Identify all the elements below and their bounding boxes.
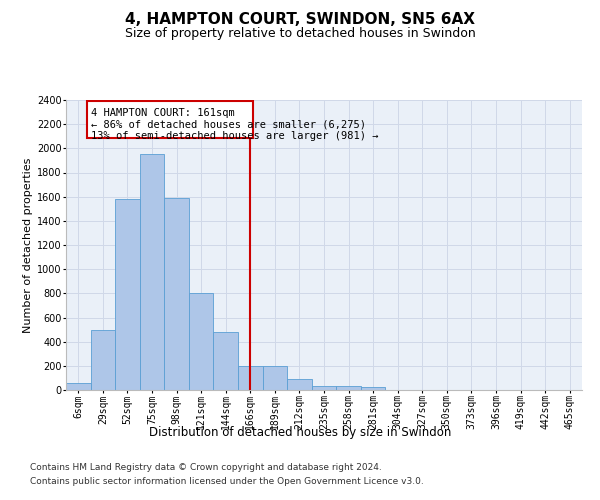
Bar bbox=[164, 198, 189, 390]
Bar bbox=[87, 100, 253, 138]
Text: ← 86% of detached houses are smaller (6,275): ← 86% of detached houses are smaller (6,… bbox=[91, 120, 367, 130]
Text: Size of property relative to detached houses in Swindon: Size of property relative to detached ho… bbox=[125, 28, 475, 40]
Text: Contains public sector information licensed under the Open Government Licence v3: Contains public sector information licen… bbox=[30, 477, 424, 486]
Bar bbox=[287, 379, 312, 390]
Bar bbox=[66, 383, 91, 390]
Bar bbox=[361, 387, 385, 390]
Bar bbox=[238, 366, 263, 390]
Y-axis label: Number of detached properties: Number of detached properties bbox=[23, 158, 33, 332]
Bar bbox=[115, 199, 140, 390]
Text: 13% of semi-detached houses are larger (981) →: 13% of semi-detached houses are larger (… bbox=[91, 132, 379, 141]
Bar bbox=[263, 366, 287, 390]
Bar bbox=[189, 294, 214, 390]
Text: 4, HAMPTON COURT, SWINDON, SN5 6AX: 4, HAMPTON COURT, SWINDON, SN5 6AX bbox=[125, 12, 475, 28]
Text: 4 HAMPTON COURT: 161sqm: 4 HAMPTON COURT: 161sqm bbox=[91, 108, 235, 118]
Bar bbox=[91, 330, 115, 390]
Bar bbox=[140, 154, 164, 390]
Bar bbox=[214, 332, 238, 390]
Bar bbox=[312, 386, 336, 390]
Text: Contains HM Land Registry data © Crown copyright and database right 2024.: Contains HM Land Registry data © Crown c… bbox=[30, 464, 382, 472]
Bar bbox=[336, 386, 361, 390]
Text: Distribution of detached houses by size in Swindon: Distribution of detached houses by size … bbox=[149, 426, 451, 439]
